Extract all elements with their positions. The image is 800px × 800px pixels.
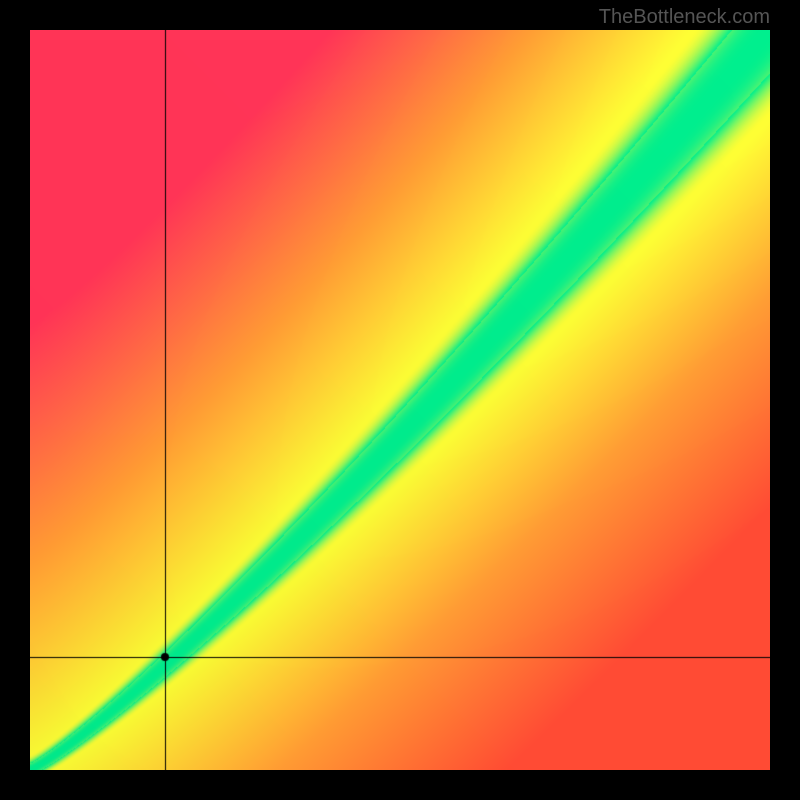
watermark-text: TheBottleneck.com — [599, 6, 770, 29]
bottleneck-heatmap — [30, 30, 770, 770]
heatmap-canvas — [30, 30, 770, 770]
